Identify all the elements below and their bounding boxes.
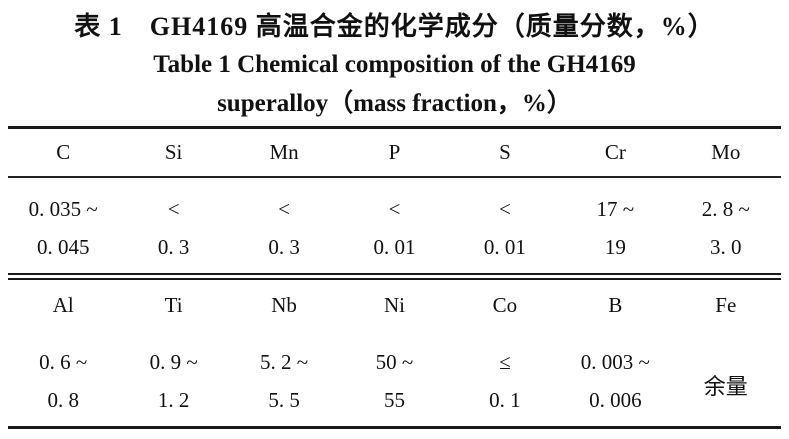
value-cell-b: 0. 003 ~ 0. 006 <box>560 343 670 426</box>
value-range-upper: < <box>388 197 401 221</box>
col-header-p: P <box>388 140 401 164</box>
value-range-upper: 0. 6 ~ <box>39 350 88 374</box>
header-row-section1: C Si Mn P S Cr Mo <box>8 129 781 176</box>
value-range-upper: < <box>499 197 511 221</box>
table-title-english-line1: Table 1 Chemical composition of the GH41… <box>153 51 636 78</box>
value-range-lower: 0. 3 <box>157 235 190 259</box>
value-range-upper: < <box>278 197 290 221</box>
col-header-s: S <box>499 140 511 164</box>
value-range-lower: 55 <box>383 388 405 412</box>
value-range-upper: 0. 9 ~ <box>149 350 198 374</box>
value-cell-nb: 5. 2 ~ 5. 5 <box>229 343 339 426</box>
value-cell-mn: < 0. 3 <box>229 190 339 273</box>
value-cell-s: < 0. 01 <box>450 190 560 273</box>
value-cell-al: 0. 6 ~ 0. 8 <box>8 343 118 426</box>
header-row-section2: Al Ti Nb Ni Co B Fe <box>8 280 781 331</box>
value-range-lower: 0. 8 <box>47 388 79 412</box>
value-range-lower: 0. 006 <box>589 388 642 412</box>
value-range-lower: 0. 1 <box>489 388 521 412</box>
value-range-upper: 5. 2 ~ <box>260 350 309 374</box>
value-cell-ti: 0. 9 ~ 1. 2 <box>118 343 228 426</box>
col-header-nb: Nb <box>271 293 297 317</box>
col-header-si: Si <box>164 140 183 164</box>
col-header-cr: Cr <box>604 140 626 164</box>
col-header-mo: Mo <box>711 140 741 164</box>
value-range-lower: 0. 01 <box>373 235 416 259</box>
value-cell-co: ≤ 0. 1 <box>450 343 560 426</box>
value-range-upper: 0. 035 ~ <box>28 197 98 221</box>
col-header-ni: Ni <box>383 293 405 317</box>
col-header-ti: Ti <box>164 293 183 317</box>
value-cell-c: 0. 035 ~ 0. 045 <box>8 190 118 273</box>
table-title-chinese: 表 1 GH4169 高温合金的化学成分（质量分数，%） <box>74 12 715 41</box>
col-header-co: Co <box>492 293 518 317</box>
value-range-upper: 17 ~ <box>596 197 635 221</box>
value-range-lower: 5. 5 <box>268 388 300 412</box>
value-range-upper: < <box>167 197 180 221</box>
value-row-section1: 0. 035 ~ 0. 045 < 0. 3 < 0. 3 < 0. 01 < … <box>8 178 781 273</box>
value-range-lower: 19 <box>604 235 626 259</box>
value-range-lower: 0. 045 <box>36 235 90 259</box>
value-row-section2: 0. 6 ~ 0. 8 0. 9 ~ 1. 2 5. 2 ~ 5. 5 50 ~… <box>8 331 781 426</box>
section-divider-double-rule <box>8 273 781 280</box>
value-range-upper: ≤ <box>499 350 511 374</box>
col-header-b: B <box>608 293 623 317</box>
value-range-lower: 0. 3 <box>268 235 300 259</box>
value-range-lower: 1. 2 <box>157 388 190 412</box>
value-cell-ni: 50 ~ 55 <box>339 343 449 426</box>
value-range-upper: 50 ~ <box>375 350 414 374</box>
value-range-lower: 3. 0 <box>710 235 742 259</box>
col-header-c: C <box>56 140 71 164</box>
value-cell-p: < 0. 01 <box>339 190 449 273</box>
value-range-upper: 0. 003 ~ <box>580 350 650 374</box>
value-cell-mo: 2. 8 ~ 3. 0 <box>671 190 781 273</box>
value-cell-fe-balance: 余量 <box>703 373 748 399</box>
value-range-lower: 0. 01 <box>483 235 526 259</box>
value-cell-si: < 0. 3 <box>118 190 228 273</box>
col-header-fe: Fe <box>715 293 737 317</box>
table-title-english-line2: superalloy（mass fraction，%） <box>217 90 572 117</box>
col-header-al: Al <box>52 293 74 317</box>
value-cell-cr: 17 ~ 19 <box>560 190 670 273</box>
table-top-rule <box>8 126 781 129</box>
composition-table: C Si Mn P S Cr Mo 0. 035 ~ 0. 045 < 0. 3… <box>8 126 781 429</box>
header-underline-rule <box>8 176 781 178</box>
col-header-mn: Mn <box>269 140 299 164</box>
table-bottom-rule <box>8 426 781 429</box>
value-range-upper: 2. 8 ~ <box>701 197 750 221</box>
